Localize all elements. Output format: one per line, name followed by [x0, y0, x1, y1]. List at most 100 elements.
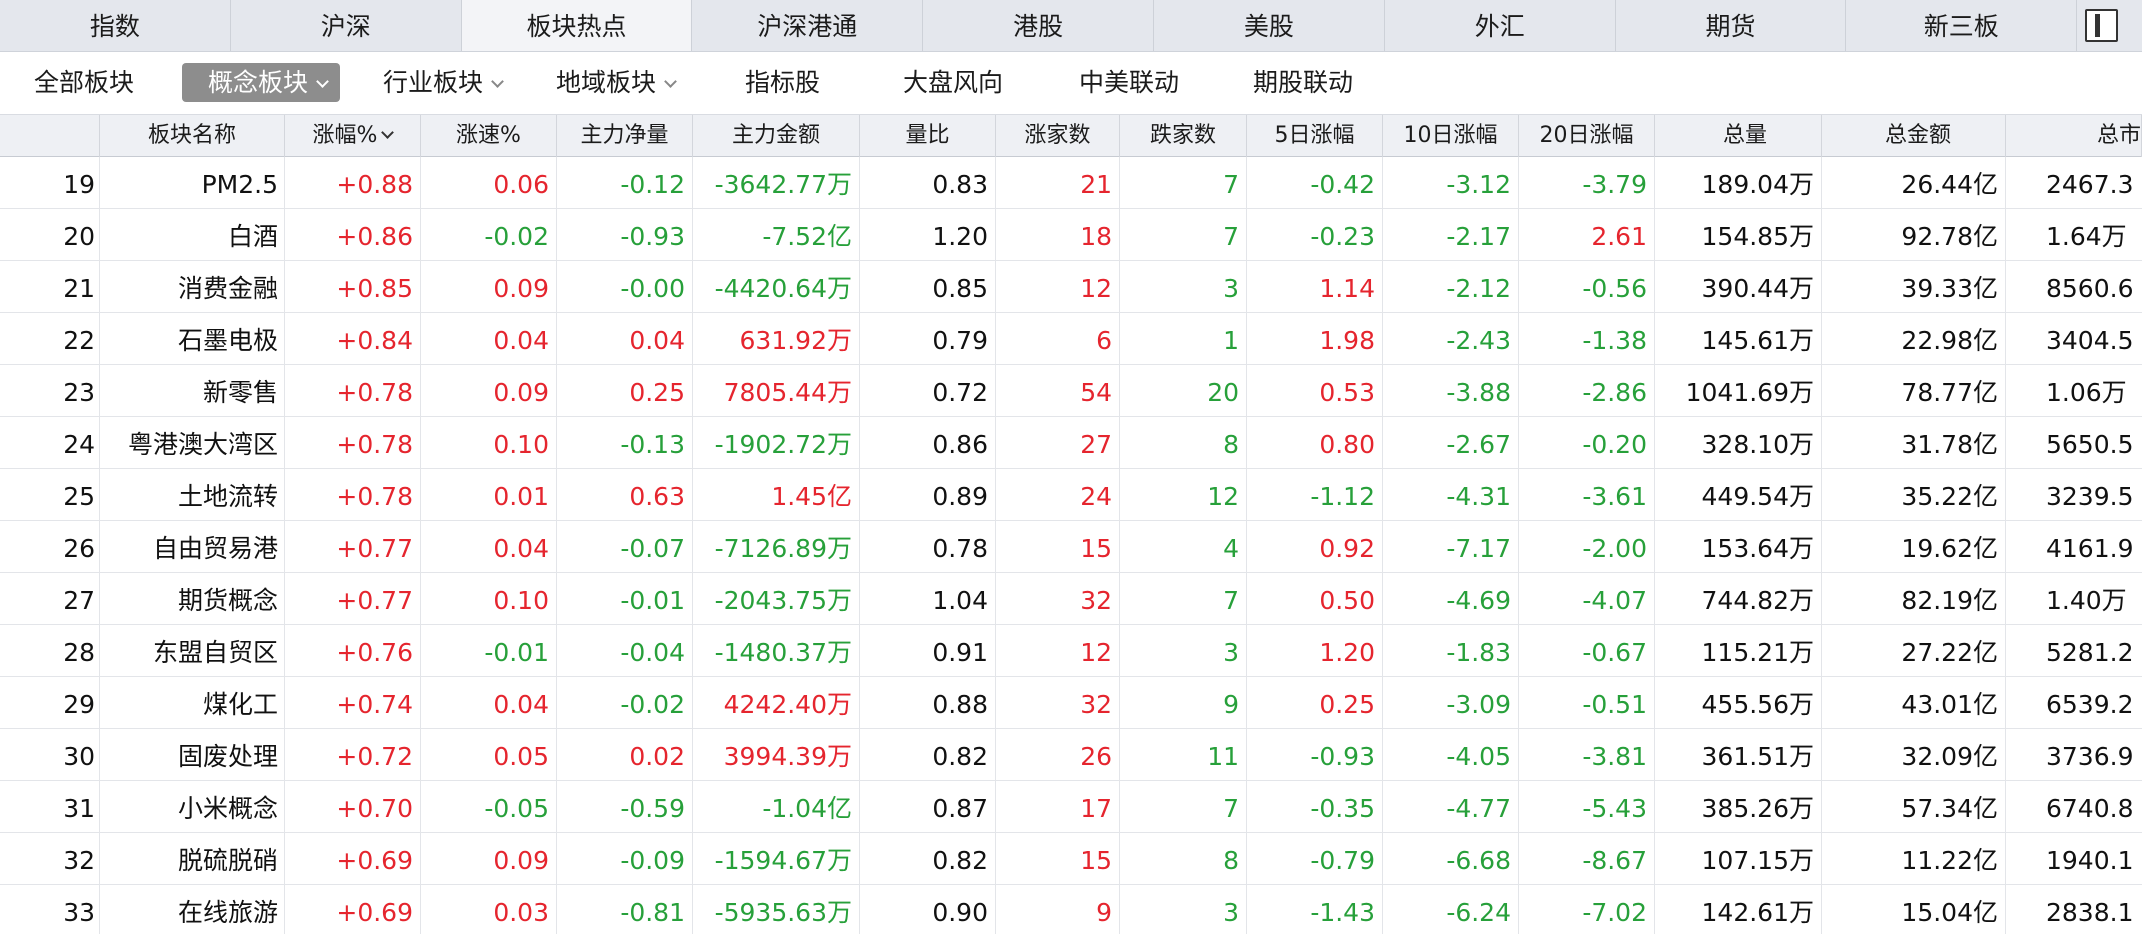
cell-ratio: 0.85	[860, 261, 996, 313]
cell-chg: +0.88	[285, 157, 421, 209]
top-tab-8[interactable]: 新三板	[1846, 0, 2078, 51]
sector-tab-5[interactable]: 大盘风向	[903, 52, 1003, 114]
cell-cap: 1.64万	[2046, 222, 2127, 251]
cell-name: 脱硫脱硝	[100, 833, 285, 885]
table-row[interactable]: 31 小米概念 +0.70 -0.05 -0.59 -1.04亿 0.87 17 7 -0.35-…	[0, 781, 2142, 833]
cell-chg: +0.69	[285, 833, 421, 885]
cell-vol: 154.85万	[1655, 209, 1822, 261]
cell-name: 煤化工	[100, 677, 285, 729]
cell-net: 0.63	[557, 469, 693, 521]
table-row[interactable]: 28 东盟自贸区 +0.76 -0.01 -0.04 -1480.37万 0.91 12 3 1.…	[0, 625, 2142, 677]
cell-d20: -3.81	[1519, 729, 1655, 781]
cell-chg: +0.77	[285, 573, 421, 625]
cell-name: 土地流转	[100, 469, 285, 521]
top-tab-4[interactable]: 港股	[923, 0, 1154, 51]
cell-n: 22	[0, 313, 100, 365]
table-row[interactable]: 27 期货概念 +0.77 0.10 -0.01 -2043.75万 1.04 32 7 0.50…	[0, 573, 2142, 625]
top-tab-5[interactable]: 美股	[1154, 0, 1385, 51]
cell-ups: 27	[996, 417, 1120, 469]
sector-tab-0[interactable]: 全部板块	[34, 52, 134, 114]
table-row[interactable]: 24 粤港澳大湾区 +0.78 0.10 -0.13 -1902.72万 0.86 27 8 0.…	[0, 417, 2142, 469]
cell-turnover: 82.19亿	[1822, 573, 2006, 625]
cell-d10: -2.12	[1383, 261, 1519, 313]
table-row[interactable]: 21 消费金融 +0.85 0.09 -0.00 -4420.64万 0.85 12 3 1.14…	[0, 261, 2142, 313]
cell-d20: -2.86	[1519, 365, 1655, 417]
cell-d10: -4.31	[1383, 469, 1519, 521]
cell-downs: 11	[1120, 729, 1247, 781]
cell-vol: 189.04万	[1655, 157, 1822, 209]
top-tab-3[interactable]: 沪深港通	[692, 0, 924, 51]
column-header-11[interactable]: 20日涨幅	[1519, 115, 1655, 157]
top-tab-6[interactable]: 外汇	[1385, 0, 1616, 51]
cell-n: 32	[0, 833, 100, 885]
top-tab-2[interactable]: 板块热点	[461, 0, 693, 51]
sector-tab-2[interactable]: 行业板块	[383, 52, 504, 114]
cell-ratio: 0.78	[860, 521, 996, 573]
sector-tab-6[interactable]: 中美联动	[1079, 52, 1179, 114]
cell-cap: 6740.8	[2046, 794, 2134, 823]
cell-net: -0.81	[557, 885, 693, 934]
column-header-7[interactable]: 涨家数	[996, 115, 1120, 157]
table-row[interactable]: 26 自由贸易港 +0.77 0.04 -0.07 -7126.89万 0.78 15 4 0.9…	[0, 521, 2142, 573]
cell-speed: -0.01	[421, 625, 557, 677]
table-row[interactable]: 19 PM2.5 +0.88 0.06 -0.12 -3642.77万 0.83 21 7 -0.…	[0, 157, 2142, 209]
column-header-6[interactable]: 量比	[860, 115, 996, 157]
column-header-label: 主力净量	[580, 123, 669, 148]
cell-vol: 153.64万	[1655, 521, 1822, 573]
column-header-13[interactable]: 总金额	[1822, 115, 2006, 157]
column-header-8[interactable]: 跌家数	[1120, 115, 1247, 157]
sidebar-toggle-icon[interactable]	[2085, 9, 2118, 42]
cell-net: -0.07	[557, 521, 693, 573]
sector-tab-3[interactable]: 地域板块	[556, 52, 677, 114]
table-row[interactable]: 29 煤化工 +0.74 0.04 -0.02 4242.40万 0.88 32 9 0.25 -3…	[0, 677, 2142, 729]
column-header-5[interactable]: 主力金额	[693, 115, 860, 157]
sector-tab-1[interactable]: 概念板块	[182, 63, 340, 102]
column-header-10[interactable]: 10日涨幅	[1383, 115, 1519, 157]
column-header-label: 涨家数	[1024, 123, 1091, 148]
cell-chg: +0.78	[285, 365, 421, 417]
cell-n: 24	[0, 417, 100, 469]
column-header-4[interactable]: 主力净量	[557, 115, 693, 157]
cell-d10: -4.69	[1383, 573, 1519, 625]
cell-downs: 3	[1120, 625, 1247, 677]
cell-net: -0.01	[557, 573, 693, 625]
table-row[interactable]: 25 土地流转 +0.78 0.01 0.63 1.45亿 0.89 24 12 -1.12 -4.…	[0, 469, 2142, 521]
cell-amt: -7.52亿	[693, 209, 860, 261]
table-row[interactable]: 32 脱硫脱硝 +0.69 0.09 -0.09 -1594.67万 0.82 15 8 -0.7…	[0, 833, 2142, 885]
column-header-label: 涨速%	[456, 123, 521, 148]
table-row[interactable]: 22 石墨电极 +0.84 0.04 0.04 631.92万 0.79 6 1 1.98 -2.4…	[0, 313, 2142, 365]
top-tab-7[interactable]: 期货	[1616, 0, 1847, 51]
sector-tab-4[interactable]: 指标股	[745, 52, 820, 114]
column-header-12[interactable]: 总量	[1655, 115, 1822, 157]
cell-speed: 0.04	[421, 521, 557, 573]
column-header-2[interactable]: 涨幅%	[285, 115, 421, 157]
column-header-0[interactable]	[0, 115, 100, 157]
cell-d20: -0.56	[1519, 261, 1655, 313]
column-header-label: 总金额	[1884, 123, 1951, 148]
cell-downs: 1	[1120, 313, 1247, 365]
sector-tab-7[interactable]: 期股联动	[1253, 52, 1353, 114]
cell-amt: -1480.37万	[693, 625, 860, 677]
cell-turnover: 32.09亿	[1822, 729, 2006, 781]
cell-turnover: 11.22亿	[1822, 833, 2006, 885]
sector-tab-label: 全部板块	[34, 68, 135, 97]
cell-cap: 1940.1	[2046, 846, 2134, 875]
column-header-9[interactable]: 5日涨幅	[1247, 115, 1383, 157]
cell-cap: 4161.9	[2046, 534, 2134, 563]
column-header-label: 总量	[1722, 123, 1767, 148]
cell-speed: 0.10	[421, 417, 557, 469]
table-row[interactable]: 23 新零售 +0.78 0.09 0.25 7805.44万 0.72 54 20 0.53 -3…	[0, 365, 2142, 417]
column-header-14[interactable]: 总市	[2006, 115, 2142, 157]
cell-chg: +0.78	[285, 417, 421, 469]
column-header-label: 总市	[2096, 123, 2141, 148]
table-row[interactable]: 20 白酒 +0.86 -0.02 -0.93 -7.52亿 1.20 18 7 -0.23 -2.…	[0, 209, 2142, 261]
column-header-label: 板块名称	[147, 123, 236, 148]
column-header-3[interactable]: 涨速%	[421, 115, 557, 157]
table-row[interactable]: 30 固废处理 +0.72 0.05 0.02 3994.39万 0.82 26 11 -0.93…	[0, 729, 2142, 781]
table-row[interactable]: 33 在线旅游 +0.69 0.03 -0.81 -5935.63万 0.90 9 3 -1.43…	[0, 885, 2142, 934]
column-header-1[interactable]: 板块名称	[100, 115, 285, 157]
top-tab-0[interactable]: 指数	[0, 0, 231, 51]
top-tab-1[interactable]: 沪深	[231, 0, 462, 51]
cell-vol: 455.56万	[1655, 677, 1822, 729]
cell-d20: -0.51	[1519, 677, 1655, 729]
